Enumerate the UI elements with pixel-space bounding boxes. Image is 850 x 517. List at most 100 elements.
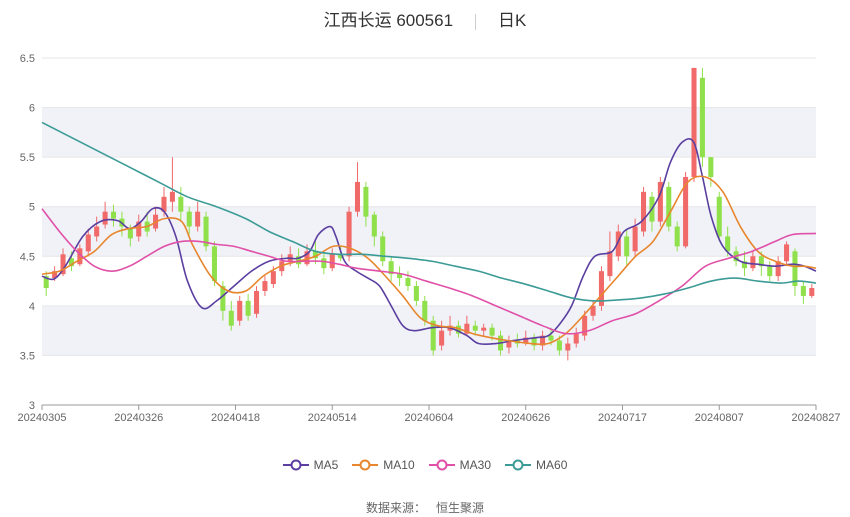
candle-body bbox=[380, 236, 386, 262]
candle-body bbox=[716, 196, 722, 237]
legend-marker-icon bbox=[428, 459, 455, 471]
candle-body bbox=[641, 191, 647, 232]
x-tick-label: 20240626 bbox=[501, 412, 550, 424]
legend-marker-icon bbox=[505, 459, 532, 471]
candle-body bbox=[758, 256, 764, 267]
legend-label: MA30 bbox=[459, 458, 492, 472]
legend-label: MA5 bbox=[313, 458, 339, 472]
candle-body bbox=[481, 327, 487, 331]
candle-body bbox=[127, 228, 133, 239]
candle-body bbox=[211, 246, 217, 282]
x-tick-label: 20240514 bbox=[308, 412, 357, 424]
candle-body bbox=[220, 286, 226, 311]
y-tick-label: 6.5 bbox=[20, 53, 35, 65]
candle-body bbox=[254, 290, 260, 314]
candle-body bbox=[598, 271, 604, 306]
candle-body bbox=[624, 236, 630, 257]
candle-body bbox=[548, 335, 554, 341]
legend-item-ma5[interactable]: MA5 bbox=[282, 458, 339, 472]
candle-body bbox=[523, 337, 529, 344]
x-tick-label: 20240604 bbox=[405, 412, 454, 424]
candle-body bbox=[430, 320, 436, 351]
y-tick-label: 3 bbox=[29, 400, 35, 412]
candle-body bbox=[590, 305, 596, 316]
candle-body bbox=[270, 271, 276, 285]
candle-body bbox=[489, 327, 495, 336]
candle-body bbox=[388, 261, 394, 275]
candle-body bbox=[262, 281, 268, 291]
legend-marker-icon bbox=[352, 459, 379, 471]
candle-body bbox=[582, 315, 588, 336]
candle-body bbox=[312, 251, 318, 259]
y-tick-label: 4 bbox=[29, 301, 35, 313]
legend-item-ma60[interactable]: MA60 bbox=[505, 458, 567, 472]
candle-body bbox=[708, 157, 714, 177]
candle-body bbox=[371, 214, 377, 237]
candle-body bbox=[77, 248, 83, 265]
source-name: 恒生聚源 bbox=[436, 501, 485, 515]
candle-body bbox=[161, 196, 167, 212]
candle-body bbox=[691, 67, 697, 177]
candle-body bbox=[565, 343, 571, 351]
candle-body bbox=[506, 340, 512, 348]
candle-body bbox=[573, 333, 579, 344]
candle-body bbox=[792, 251, 798, 287]
candle-body bbox=[203, 216, 209, 247]
candle-body bbox=[52, 271, 58, 279]
candle-body bbox=[346, 211, 352, 257]
candle-body bbox=[725, 236, 731, 252]
candle-body bbox=[245, 300, 251, 316]
candle-body bbox=[767, 266, 773, 277]
grid-band bbox=[42, 107, 816, 158]
candle-body bbox=[169, 191, 175, 202]
candle-body bbox=[296, 256, 302, 265]
candle-body bbox=[540, 335, 546, 346]
candle-body bbox=[68, 258, 74, 267]
chart-title: 江西长运 600561 日K bbox=[0, 6, 850, 31]
candle-body bbox=[800, 286, 806, 296]
candle-body bbox=[102, 211, 108, 225]
candle-body bbox=[556, 340, 562, 351]
x-tick-label: 20240305 bbox=[18, 412, 67, 424]
candle-body bbox=[657, 181, 663, 222]
candle-body bbox=[422, 300, 428, 321]
candle-body bbox=[413, 286, 419, 301]
legend-item-ma30[interactable]: MA30 bbox=[428, 458, 492, 472]
x-tick-label: 20240827 bbox=[792, 412, 841, 424]
candle-body bbox=[338, 254, 344, 259]
grid-band bbox=[42, 305, 816, 356]
candle-body bbox=[455, 325, 461, 334]
period-label: 日K bbox=[498, 11, 527, 30]
x-tick-label: 20240326 bbox=[114, 412, 163, 424]
candle-body bbox=[674, 226, 680, 247]
candle-body bbox=[464, 323, 470, 334]
candle-body bbox=[228, 310, 234, 326]
legend-item-ma10[interactable]: MA10 bbox=[352, 458, 415, 472]
title-separator bbox=[475, 13, 477, 30]
line-ma5 bbox=[41, 138, 817, 346]
candle-body bbox=[775, 261, 781, 277]
candle-body bbox=[136, 221, 142, 237]
candle-body bbox=[472, 325, 478, 331]
candle-body bbox=[178, 196, 184, 212]
legend-label: MA60 bbox=[536, 458, 568, 472]
candle-body bbox=[195, 211, 201, 227]
line-ma60 bbox=[41, 121, 817, 302]
line-ma10 bbox=[41, 175, 817, 346]
candle-body bbox=[531, 337, 537, 346]
data-source: 数据来源： 恒生聚源 bbox=[0, 499, 850, 516]
candle-body bbox=[237, 300, 243, 321]
x-tick-label: 20240418 bbox=[211, 412, 260, 424]
candle-body bbox=[741, 261, 748, 269]
candle-body bbox=[632, 226, 638, 252]
candle-body bbox=[750, 256, 756, 269]
y-tick-label: 3.5 bbox=[20, 350, 35, 362]
candle-body bbox=[699, 77, 705, 158]
candle-body bbox=[304, 251, 310, 265]
candle-body bbox=[110, 211, 117, 219]
source-label: 数据来源： bbox=[365, 501, 426, 515]
candle-body bbox=[607, 251, 613, 277]
candle-body bbox=[43, 276, 49, 289]
candle-body bbox=[683, 176, 689, 247]
candle-body bbox=[354, 181, 361, 212]
